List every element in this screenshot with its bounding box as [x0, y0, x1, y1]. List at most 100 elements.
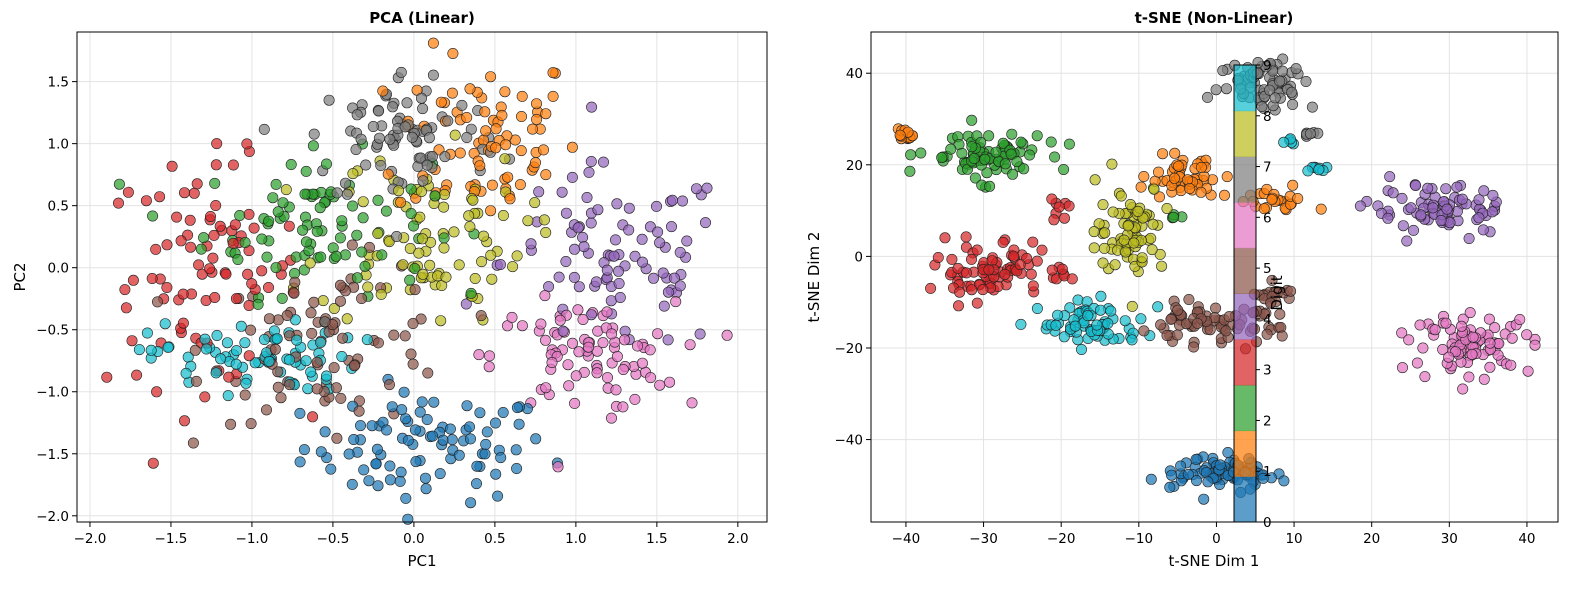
- tsne-y-label: t-SNE Dim 2: [805, 232, 823, 323]
- pca-point-digit-1: [474, 160, 486, 172]
- pca-point-digit-6: [636, 357, 648, 369]
- pca-point-digit-4: [666, 194, 678, 206]
- pca-point-digit-7: [373, 105, 385, 117]
- pca-point-digit-4: [460, 298, 472, 310]
- pca-point-digit-5: [272, 366, 284, 378]
- pca-point-digit-1: [502, 171, 514, 183]
- tsne-y-tick-label: −40: [835, 433, 864, 449]
- pca-point-digit-8: [486, 273, 498, 285]
- pca-point-digit-6: [483, 361, 495, 373]
- pca-point-digit-0: [409, 424, 421, 436]
- pca-point-digit-7: [367, 121, 379, 133]
- pca-point-digit-3: [307, 411, 319, 423]
- tsne-point-digit-4: [1451, 181, 1463, 193]
- pca-point-digit-0: [414, 406, 426, 418]
- pca-point-digit-0: [513, 418, 525, 430]
- pca-point-digit-0: [410, 456, 422, 468]
- pca-point-digit-6: [601, 372, 613, 384]
- pca-x-tick-label: 1.5: [646, 531, 667, 547]
- pca-point-digit-4: [586, 101, 598, 113]
- tsne-point-digit-8: [1097, 199, 1109, 211]
- pca-point-digit-5: [272, 381, 284, 393]
- pca-point-digit-4: [674, 246, 686, 258]
- pca-point-digit-2: [234, 210, 246, 222]
- pca-point-digit-0: [464, 433, 476, 445]
- pca-point-digit-0: [489, 417, 501, 429]
- tsne-point-digit-1: [1266, 194, 1278, 206]
- pca-point-digit-3: [179, 415, 191, 427]
- tsne-point-digit-1: [1221, 171, 1233, 183]
- colorbar-tick-label: 3: [1263, 363, 1272, 379]
- pca-point-digit-6: [629, 393, 641, 405]
- tsne-point-digit-8: [1145, 232, 1157, 244]
- pca-point-digit-2: [336, 215, 348, 227]
- pca-point-digit-1: [454, 147, 466, 159]
- pca-point-digit-5: [405, 348, 417, 360]
- pca-point-digit-6: [645, 372, 657, 384]
- tsne-point-digit-6: [1419, 371, 1431, 383]
- pca-point-digit-2: [351, 272, 363, 284]
- tsne-point-digit-5: [1192, 317, 1204, 329]
- pca-point-digit-2: [198, 232, 210, 244]
- pca-point-digit-8: [404, 243, 416, 255]
- tsne-point-digit-7: [1264, 84, 1276, 96]
- pca-point-digit-6: [601, 306, 613, 318]
- tsne-point-digit-3: [952, 300, 964, 312]
- pca-point-digit-0: [343, 448, 355, 460]
- pca-x-tick-label: −0.5: [317, 531, 350, 547]
- pca-point-digit-8: [341, 313, 353, 325]
- colorbar-segment-9: [1234, 65, 1256, 112]
- pca-point-digit-1: [446, 87, 458, 99]
- pca-point-digit-8: [397, 259, 409, 271]
- pca-point-digit-3: [241, 138, 253, 150]
- tsne-point-digit-8: [1118, 234, 1130, 246]
- tsne-point-digit-6: [1397, 362, 1409, 374]
- pca-point-digit-8: [435, 315, 447, 327]
- pca-point-digit-4: [674, 280, 686, 292]
- pca-point-digit-0: [511, 462, 523, 474]
- pca-point-digit-0: [315, 446, 327, 458]
- pca-point-digit-4: [676, 195, 688, 207]
- tsne-y-tick-label: 40: [846, 66, 863, 82]
- tsne-point-digit-7: [1277, 65, 1289, 77]
- pca-x-tick-label: −1.0: [236, 531, 269, 547]
- pca-point-digit-7: [339, 177, 351, 189]
- tsne-x-tick-label: −30: [969, 531, 998, 547]
- pca-point-digit-1: [516, 90, 528, 102]
- pca-point-digit-3: [184, 214, 196, 226]
- pca-point-digit-8: [485, 249, 497, 261]
- tsne-point-digit-2: [984, 180, 996, 192]
- pca-point-digit-9: [258, 333, 270, 345]
- pca-point-digit-5: [239, 389, 251, 401]
- pca-point-digit-7: [331, 187, 343, 199]
- pca-point-digit-4: [662, 286, 674, 298]
- tsne-point-digit-1: [1195, 186, 1207, 198]
- tsne-point-digit-2: [1058, 164, 1070, 176]
- tsne-point-digit-8: [1122, 220, 1134, 232]
- colorbar-tick-label: 4: [1263, 312, 1272, 328]
- tsne-x-tick-label: −40: [892, 531, 921, 547]
- tsne-point-digit-9: [1058, 331, 1070, 343]
- pca-point-digit-6: [539, 290, 551, 302]
- pca-point-digit-5: [190, 375, 202, 387]
- tsne-point-digit-8: [1088, 242, 1100, 254]
- pca-point-digit-5: [275, 392, 287, 404]
- tsne-point-digit-2: [1006, 128, 1018, 140]
- pca-point-digit-6: [473, 349, 485, 361]
- pca-point-digit-0: [511, 402, 523, 414]
- pca-point-digit-6: [617, 363, 629, 375]
- pca-point-digit-3: [229, 219, 241, 231]
- pca-point-digit-4: [560, 207, 572, 219]
- tsne-point-digit-2: [999, 158, 1011, 170]
- pca-y-tick-label: −0.5: [36, 323, 69, 339]
- tsne-point-digit-6: [1411, 357, 1423, 369]
- colorbar: 0 1 2 3 4 5 6 7 8 9: [1233, 58, 1272, 531]
- pca-point-digit-6: [554, 314, 566, 326]
- tsne-x-tick-label: −20: [1047, 531, 1076, 547]
- pca-point-digit-4: [694, 328, 706, 340]
- pca-point-digit-3: [230, 293, 242, 305]
- pca-point-digit-9: [263, 355, 275, 367]
- pca-point-digit-5: [383, 379, 395, 391]
- tsne-y-tick-label: 0: [854, 249, 863, 265]
- pca-point-digit-0: [396, 404, 408, 416]
